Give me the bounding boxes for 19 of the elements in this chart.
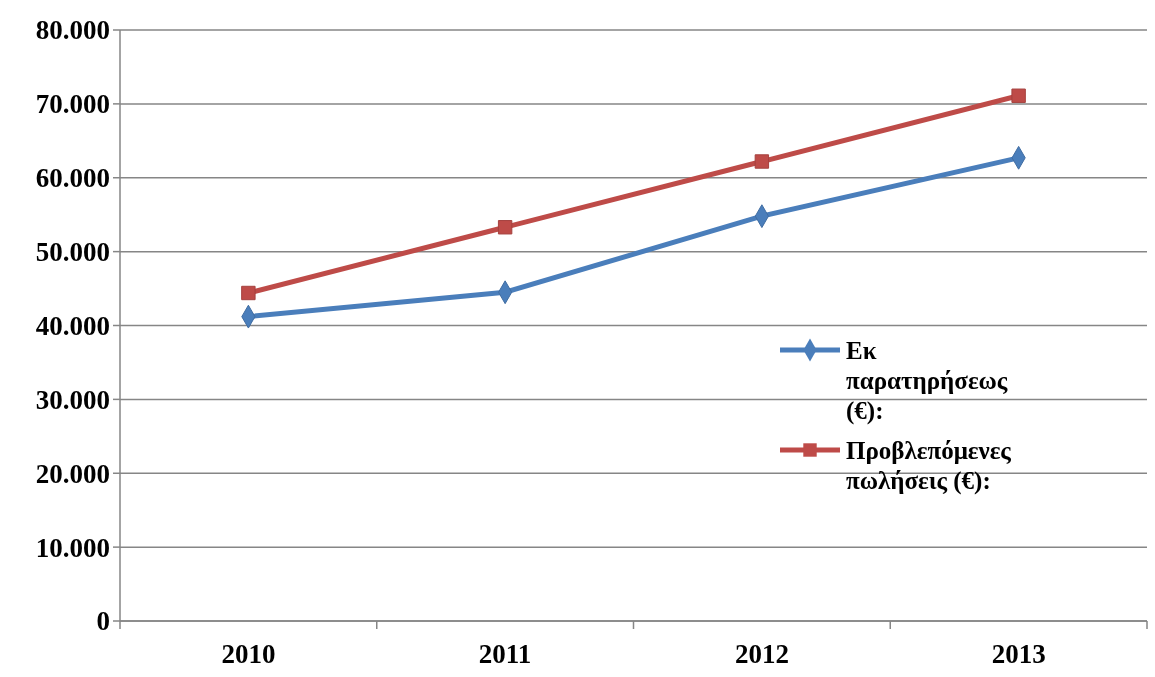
y-tick-label: 10.000: [35, 532, 110, 563]
y-tick-label: 40.000: [35, 310, 110, 341]
y-tick-label: 20.000: [35, 458, 110, 489]
x-tick-label: 2010: [221, 639, 276, 669]
x-tick-label: 2011: [478, 639, 532, 669]
point: [497, 220, 513, 235]
y-tick-label: 70.000: [35, 89, 110, 120]
y-tick-label: 80.000: [35, 15, 110, 46]
point: [754, 154, 770, 169]
y-tick-label: 30.000: [35, 384, 110, 415]
y-tick-label: 60.000: [35, 163, 110, 194]
point: [241, 285, 256, 301]
legend-label: Προβλεπόμενες πωλήσεις (€):: [846, 437, 1012, 495]
point: [1011, 88, 1026, 103]
y-tick-label: 50.000: [35, 237, 110, 268]
legend-label: Εκ παρατηρήσεως (€):: [846, 337, 1008, 425]
y-tick-label: 0: [96, 606, 110, 637]
x-tick-label: 2013: [991, 639, 1046, 669]
x-tick-label: 2012: [734, 639, 789, 669]
